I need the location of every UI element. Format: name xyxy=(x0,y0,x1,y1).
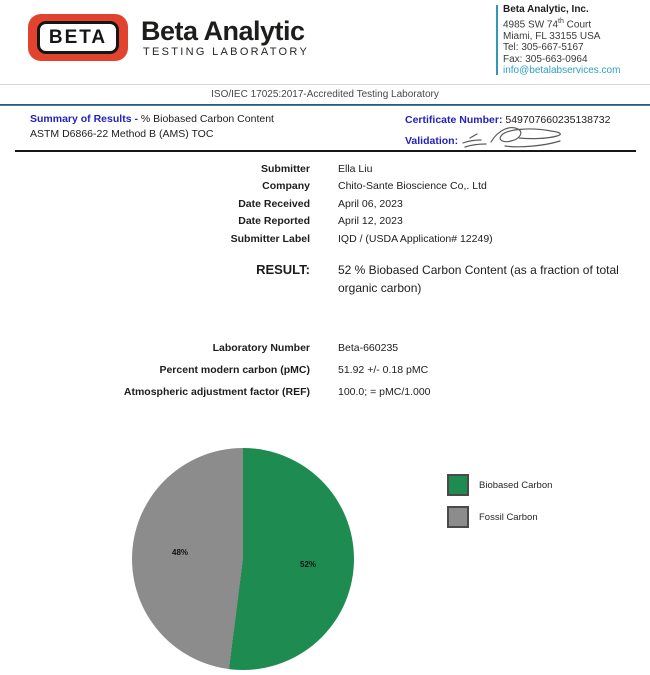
pie-slice-label-biobased: 52% xyxy=(300,560,317,569)
contact-email-link[interactable]: info@betalabservices.com xyxy=(503,65,621,77)
field-row-ref: Atmospheric adjustment factor (REF) 100.0… xyxy=(123,386,431,398)
legend-swatch-fossil xyxy=(447,506,469,528)
contact-fax: Fax: 305-663-0964 xyxy=(503,53,588,65)
summary-method: ASTM D6866-22 Method B (AMS) TOC xyxy=(30,128,214,140)
certificate-number-value: 549707660235138732 xyxy=(505,114,611,126)
summary-title: Summary of Results - % Biobased Carbon C… xyxy=(30,113,274,125)
contact-address-line1: 4985 SW 74th Court xyxy=(503,17,592,30)
field-row-date-received: Date Received April 06, 2023 xyxy=(238,198,403,210)
contact-address-line2: Miami, FL 33155 USA xyxy=(503,30,601,42)
result-label: RESULT: xyxy=(256,262,310,277)
validation-signature xyxy=(462,127,561,148)
pie-slice-label-fossil: 48% xyxy=(172,548,189,557)
pie-chart xyxy=(132,448,354,670)
result-value: 52 % Biobased Carbon Content (as a fract… xyxy=(338,263,619,295)
beta-logo-inner-frame: BETA xyxy=(37,21,119,54)
beta-logo-text: BETA xyxy=(48,26,108,48)
field-row-company: Company Chito-Sante Bioscience Co,. Ltd xyxy=(262,180,487,192)
field-row-laboratory-number: Laboratory Number Beta-660235 xyxy=(212,342,399,354)
brand-name: Beta Analytic xyxy=(141,16,305,46)
legend-label-biobased: Biobased Carbon xyxy=(479,479,553,491)
legend-label-fossil: Fossil Carbon xyxy=(479,511,538,523)
legend-item-fossil: Fossil Carbon xyxy=(447,506,538,528)
contact-divider xyxy=(496,5,498,75)
certificate-number-label: Certificate Number: xyxy=(405,114,503,126)
legend-swatch-biobased xyxy=(447,474,469,496)
validation-label: Validation: xyxy=(405,135,459,147)
field-row-date-reported: Date Reported April 12, 2023 xyxy=(238,215,403,227)
accreditation-rule xyxy=(0,104,650,106)
field-row-submitter-label: Submitter Label IQD / (USDA Application# … xyxy=(230,233,493,245)
summary-title-rest: % Biobased Carbon Content xyxy=(140,113,274,125)
accreditation-text: ISO/IEC 17025:2017-Accredited Testing La… xyxy=(211,89,439,100)
legend-item-biobased: Biobased Carbon xyxy=(447,474,552,496)
result-row: RESULT: 52 % Biobased Carbon Content (as… xyxy=(0,262,650,297)
field-row-submitter: Submitter Ella Liu xyxy=(260,163,373,175)
field-row-pmc: Percent modern carbon (pMC) 51.92 +/- 0.1… xyxy=(159,364,429,376)
certificate-number: Certificate Number: 549707660235138732 xyxy=(405,114,611,126)
summary-divider xyxy=(15,150,636,152)
brand-tagline: TESTING LABORATORY xyxy=(143,46,310,58)
beta-logo: BETA xyxy=(28,14,128,61)
contact-company-name: Beta Analytic, Inc. xyxy=(503,4,589,15)
contact-tel: Tel: 305-667-5167 xyxy=(503,42,584,54)
contact-block: Beta Analytic, Inc. 4985 SW 74th Court M… xyxy=(503,4,620,77)
summary-title-bold: Summary of Results - xyxy=(30,113,141,125)
header-hairline xyxy=(0,84,650,85)
